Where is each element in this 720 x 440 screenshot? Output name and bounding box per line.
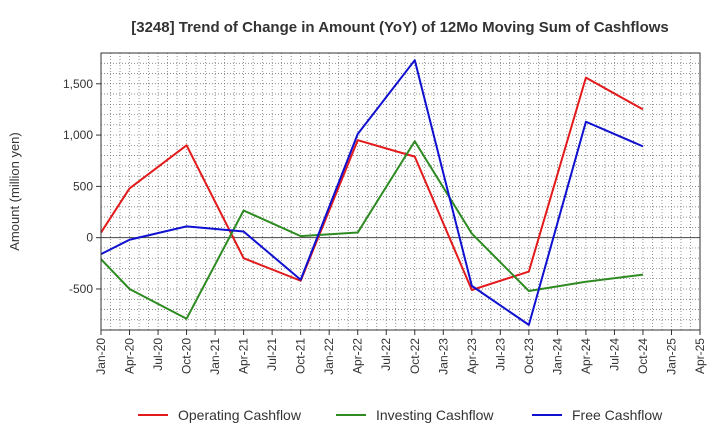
legend: Operating Cashflow Investing Cashflow Free… (138, 407, 663, 423)
legend-label-operating-cashflow: Operating Cashflow (178, 407, 302, 423)
x-tick-label: Oct-21 (294, 338, 308, 374)
x-tick-label: Apr-25 (693, 338, 707, 374)
y-tick-label: 1,000 (63, 128, 93, 142)
plot-frame (100, 52, 701, 331)
x-tick-label: Jul-22 (379, 338, 393, 371)
y-tick-label: 500 (73, 179, 93, 193)
legend-label-investing-cashflow: Investing Cashflow (376, 407, 494, 423)
grid-lines (101, 53, 700, 330)
x-tick-label: Jan-22 (322, 338, 336, 375)
x-tick-label: Jan-21 (208, 338, 222, 375)
series-layer (100, 59, 644, 326)
x-tick-label: Oct-23 (522, 338, 536, 374)
x-tick-label: Jan-23 (436, 338, 450, 375)
y-tick-label: 0 (86, 231, 93, 245)
series-line-operating-cashflow (100, 76, 644, 291)
y-axis-ticks: -500 0 500 1,000 1,500 (63, 77, 101, 296)
x-axis-ticks: Jan-20 Apr-20 Jul-20 Oct-20 Jan-21 Apr-21 Jul-… (94, 330, 707, 375)
x-tick-label: Apr-20 (123, 338, 137, 374)
legend-label-free-cashflow: Free Cashflow (572, 407, 663, 423)
x-tick-label: Jul-20 (151, 338, 165, 371)
x-tick-label: Jan-25 (664, 338, 678, 375)
x-tick-label: Jan-20 (94, 338, 108, 375)
x-tick-label: Apr-21 (237, 338, 251, 374)
chart-title: [3248] Trend of Change in Amount (YoY) o… (131, 19, 669, 36)
x-tick-label: Jan-24 (550, 338, 564, 375)
series-line-investing-cashflow (100, 140, 644, 320)
y-tick-label: 1,500 (63, 77, 93, 91)
x-tick-label: Oct-24 (636, 338, 650, 374)
x-tick-label: Oct-22 (408, 338, 422, 374)
x-tick-label: Apr-23 (465, 338, 479, 374)
y-tick-label: -500 (69, 282, 93, 296)
x-tick-label: Oct-20 (180, 338, 194, 374)
series-line-free-cashflow (100, 59, 644, 326)
y-axis-label: Amount (million yen) (7, 132, 22, 251)
x-tick-label: Apr-22 (351, 338, 365, 374)
x-tick-label: Jul-24 (607, 338, 621, 371)
x-tick-label: Jul-23 (493, 338, 507, 371)
x-tick-label: Jul-21 (265, 338, 279, 371)
x-tick-label: Apr-24 (579, 338, 593, 374)
